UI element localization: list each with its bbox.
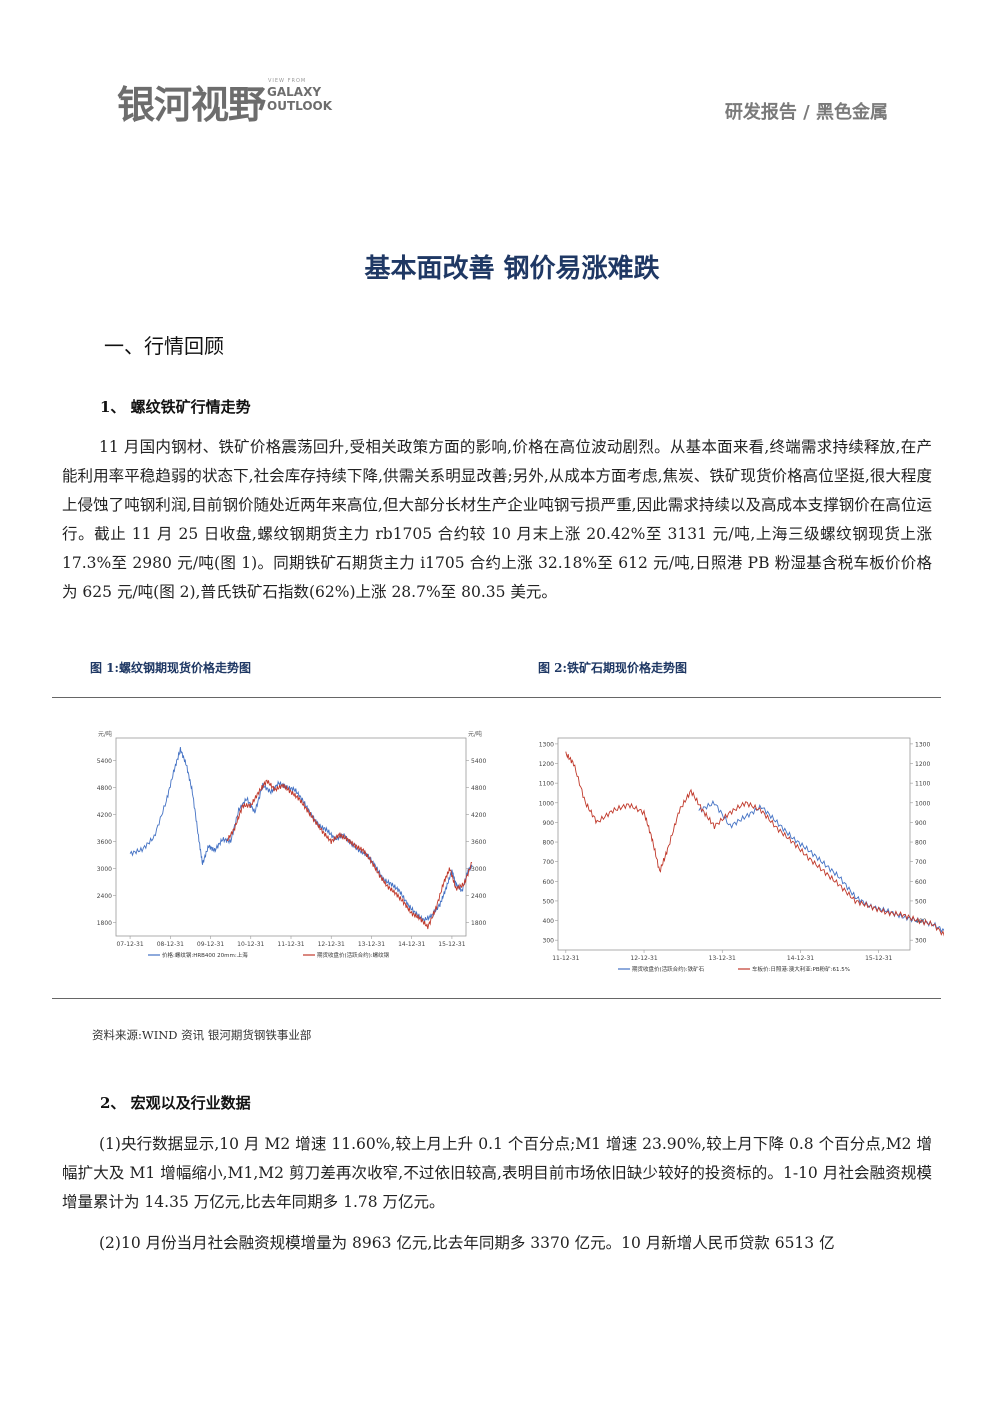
x-tick-label: 14-12-31 xyxy=(787,955,814,962)
legend-label-1: 期货收盘价(活跃合约):铁矿石 xyxy=(632,965,705,973)
y-left-tick-label: 1200 xyxy=(539,761,554,768)
y-right-tick-label: 1000 xyxy=(915,800,930,807)
subsection-heading-2: 2、 宏观以及行业数据 xyxy=(100,1094,251,1112)
y-right-tick-label: 2400 xyxy=(471,893,486,900)
legend-label-2: 车板价:日照港:澳大利亚:PB粉矿:61.5% xyxy=(752,965,850,973)
y-right-tick-label: 4800 xyxy=(471,785,486,792)
series-line-1 xyxy=(129,746,473,923)
y-right-tick-label: 5400 xyxy=(471,758,486,765)
y-left-tick-label: 500 xyxy=(543,898,555,905)
y-left-tick-label: 700 xyxy=(543,859,555,866)
y-left-tick-label: 800 xyxy=(543,840,555,847)
y-right-tick-label: 3000 xyxy=(471,866,486,873)
y-left-tick-label: 300 xyxy=(543,938,555,945)
y-right-tick-label: 800 xyxy=(915,840,927,847)
y-left-tick-label: 1100 xyxy=(539,781,554,788)
x-tick-label: 09-12-31 xyxy=(197,941,224,948)
plot-area xyxy=(557,737,911,951)
x-tick-label: 15-12-31 xyxy=(438,941,465,948)
y-left-tick-label: 1800 xyxy=(97,920,112,927)
paragraph-macro-1: (1)央行数据显示,10 月 M2 增速 11.60%,较上月上升 0.1 个百… xyxy=(62,1130,932,1217)
paragraph-text: 11 月国内钢材、铁矿价格震荡回升,受相关政策方面的影响,价格在高位波动剧烈。从… xyxy=(62,438,932,601)
y-right-tick-label: 1300 xyxy=(915,741,930,748)
series-line-2 xyxy=(565,751,944,937)
paragraph-market-review: 11 月国内钢材、铁矿价格震荡回升,受相关政策方面的影响,价格在高位波动剧烈。从… xyxy=(62,433,932,607)
plot-area xyxy=(115,737,467,937)
y-right-tick-label: 900 xyxy=(915,820,927,827)
figure-bottom-rule xyxy=(52,998,941,999)
series-line-2 xyxy=(226,779,473,930)
legend-label-1: 价格:螺纹钢:HRB400 20mm:上海 xyxy=(162,951,248,959)
y-left-tick-label: 400 xyxy=(543,918,555,925)
y-left-tick-label: 2400 xyxy=(97,893,112,900)
subsection-heading-1: 1、 螺纹铁矿行情走势 xyxy=(100,398,251,416)
legend-label-2: 期货收盘价(活跃合约):螺纹钢 xyxy=(317,951,390,959)
section-heading: 一、行情回顾 xyxy=(104,334,224,358)
y-right-tick-label: 3600 xyxy=(471,839,486,846)
x-tick-label: 08-12-31 xyxy=(157,941,184,948)
x-tick-label: 11-12-31 xyxy=(277,941,304,948)
y-right-tick-label: 700 xyxy=(915,859,927,866)
x-tick-label: 15-12-31 xyxy=(865,955,892,962)
paragraph-macro-2: (2)10 月份当月社会融资规模增量为 8963 亿元,比去年同期多 3370 … xyxy=(62,1229,932,1258)
logo-text-en: GALAXY OUTLOOK xyxy=(267,85,332,113)
y-left-tick-label: 5400 xyxy=(97,758,112,765)
logo-en-line2: OUTLOOK xyxy=(267,99,333,113)
y-left-tick-label: 3000 xyxy=(97,866,112,873)
y-left-tick-label: 1000 xyxy=(539,800,554,807)
paragraph-text: (1)央行数据显示,10 月 M2 增速 11.60%,较上月上升 0.1 个百… xyxy=(62,1135,932,1211)
y-right-tick-label: 1800 xyxy=(471,920,486,927)
y-right-tick-label: 4200 xyxy=(471,812,486,819)
y-left-tick-label: 4200 xyxy=(97,812,112,819)
x-tick-label: 11-12-31 xyxy=(552,955,579,962)
logo-text-cn: 银河视野 xyxy=(117,83,266,127)
figure-1-caption: 图 1:螺纹钢期现货价格走势图 xyxy=(90,661,251,675)
series-line-1 xyxy=(698,799,944,934)
data-source-note: 资料来源:WIND 资讯 银河期货钢铁事业部 xyxy=(92,1028,312,1042)
y-right-tick-label: 1100 xyxy=(915,781,930,788)
y-right-tick-label: 300 xyxy=(915,938,927,945)
y-right-tick-label: 500 xyxy=(915,898,927,905)
y-left-tick-label: 900 xyxy=(543,820,555,827)
report-title: 基本面改善 钢价易涨难跌 xyxy=(364,254,660,284)
logo-tiny-text: VIEW FROM xyxy=(268,78,307,84)
x-tick-label: 13-12-31 xyxy=(358,941,385,948)
report-category: 研发报告 / 黑色金属 xyxy=(724,102,888,123)
x-tick-label: 10-12-31 xyxy=(237,941,264,948)
y-right-tick-label: 1200 xyxy=(915,761,930,768)
y-left-tick-label: 1300 xyxy=(539,741,554,748)
left-axis-unit: 元/吨 xyxy=(98,730,112,738)
right-axis-unit: 元/吨 xyxy=(468,730,482,738)
y-left-tick-label: 4800 xyxy=(97,785,112,792)
y-right-tick-label: 600 xyxy=(915,879,927,886)
paragraph-text: (2)10 月份当月社会融资规模增量为 8963 亿元,比去年同期多 3370 … xyxy=(99,1234,835,1252)
logo-en-line1: GALAXY xyxy=(267,85,322,99)
x-tick-label: 12-12-31 xyxy=(630,955,657,962)
x-tick-label: 07-12-31 xyxy=(116,941,143,948)
x-tick-label: 14-12-31 xyxy=(398,941,425,948)
y-left-tick-label: 600 xyxy=(543,879,555,886)
figure-2-caption: 图 2:铁矿石期现价格走势图 xyxy=(538,661,687,675)
rebar-price-chart: 元/吨 元/吨 1800 2400 3000 3600 4200 4800 5400 1800 24… xyxy=(97,730,487,959)
y-left-tick-label: 3600 xyxy=(97,839,112,846)
figure-top-rule xyxy=(52,697,941,698)
x-tick-label: 13-12-31 xyxy=(709,955,736,962)
x-tick-label: 12-12-31 xyxy=(318,941,345,948)
iron-ore-price-chart: 300 400 500 600 700 800 900 1000 1100 1200 1300 300… xyxy=(539,737,944,973)
